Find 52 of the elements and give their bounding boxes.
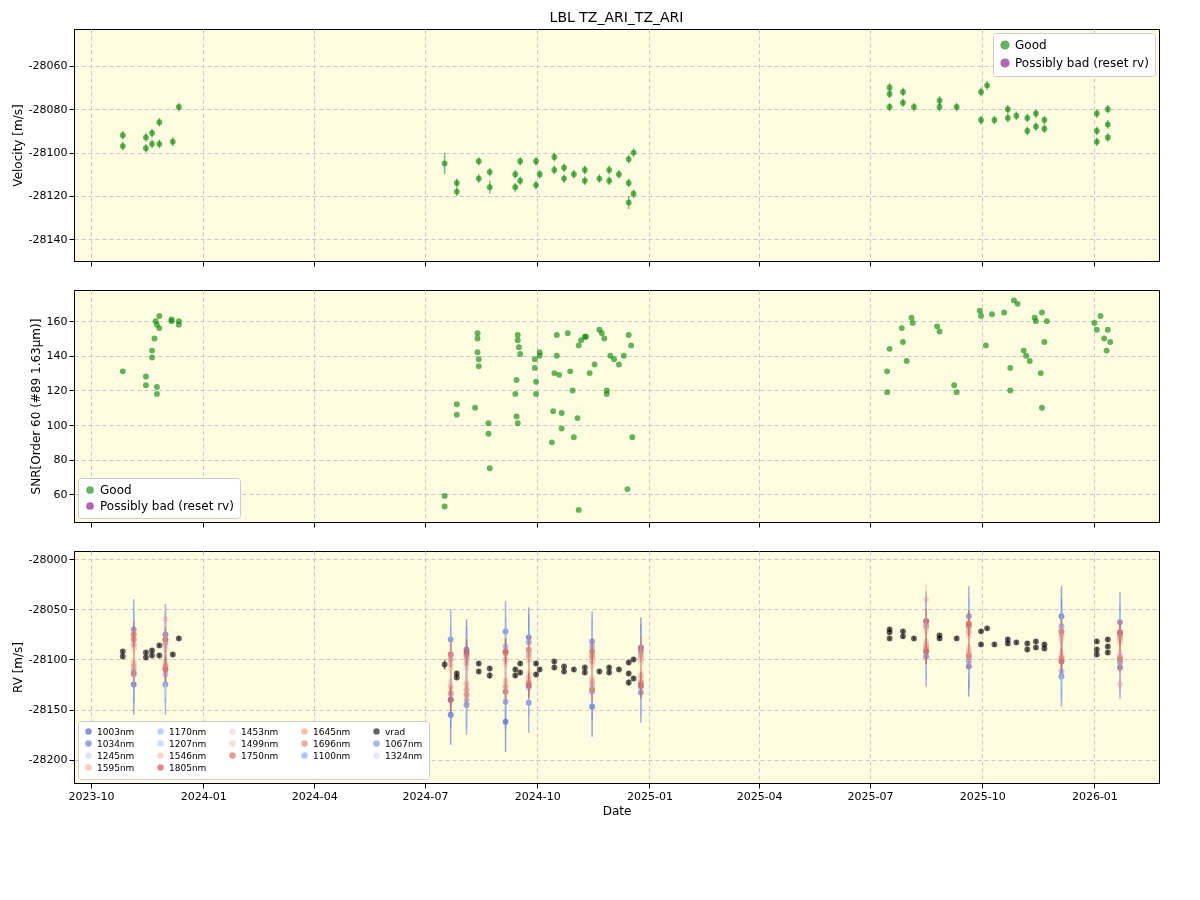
y-tick-label: -28100 bbox=[28, 146, 68, 160]
x-tick-label: 2025-10 bbox=[959, 789, 1006, 803]
x-tick-label: 2025-04 bbox=[736, 789, 783, 803]
y-tick-label: -28200 bbox=[28, 753, 68, 767]
chart-title: LBL TZ_ARI_TZ_ARI bbox=[549, 9, 684, 25]
legend-label: 1750nm bbox=[241, 750, 279, 761]
x-tick-label: 2025-01 bbox=[626, 789, 673, 803]
legend-label: vrad bbox=[385, 726, 406, 737]
legend-label: Good bbox=[100, 483, 132, 497]
y-tick-label: -28150 bbox=[28, 703, 68, 717]
x-axis-title: Date bbox=[602, 803, 632, 818]
legend-label: 1805nm bbox=[169, 762, 207, 773]
x-tick-label: 2026-01 bbox=[1071, 789, 1118, 803]
legend-label: 1453nm bbox=[241, 726, 279, 737]
y-tick-label: 160 bbox=[46, 314, 68, 328]
y-tick-label: -28140 bbox=[28, 232, 68, 246]
legend-label: 1034nm bbox=[97, 738, 135, 749]
legend-label: Good bbox=[1015, 38, 1047, 52]
legend-label: 1324nm bbox=[385, 750, 423, 761]
legend-label: 1696nm bbox=[313, 738, 351, 749]
y-tick-label: -28080 bbox=[28, 102, 68, 116]
y-axis-title: Velocity [m/s] bbox=[10, 104, 25, 187]
y-tick-label: -28100 bbox=[28, 652, 68, 666]
y-tick-label: 100 bbox=[46, 418, 68, 432]
y-tick-label: -28000 bbox=[28, 552, 68, 566]
legend-label: 1245nm bbox=[97, 750, 135, 761]
legend-label: 1003nm bbox=[97, 726, 135, 737]
legend-label: 1170nm bbox=[169, 726, 207, 737]
legend-label: Possibly bad (reset rv) bbox=[1015, 56, 1149, 70]
y-tick-label: -28120 bbox=[28, 189, 68, 203]
legend-label: 1595nm bbox=[97, 762, 135, 773]
y-tick-label: 60 bbox=[53, 487, 68, 501]
y-tick-label: -28050 bbox=[28, 602, 68, 616]
x-tick-label: 2024-10 bbox=[514, 789, 561, 803]
y-tick-label: 140 bbox=[46, 349, 68, 363]
legend-label: 1100nm bbox=[313, 750, 351, 761]
legend-label: 1546nm bbox=[169, 750, 207, 761]
x-tick-label: 2024-01 bbox=[180, 789, 227, 803]
y-axis-title: SNR[Order 60 (#89 1.63μm)] bbox=[28, 318, 43, 495]
x-tick-label: 2024-04 bbox=[291, 789, 338, 803]
x-tick-label: 2025-07 bbox=[847, 789, 894, 803]
x-tick-label: 2024-07 bbox=[402, 789, 449, 803]
legend-label: Possibly bad (reset rv) bbox=[100, 499, 234, 513]
legend-label: 1067nm bbox=[385, 738, 423, 749]
legend-label: 1645nm bbox=[313, 726, 351, 737]
y-axis-title: RV [m/s] bbox=[10, 641, 25, 694]
legend-label: 1499nm bbox=[241, 738, 279, 749]
y-tick-label: 120 bbox=[46, 383, 68, 397]
y-tick-label: 80 bbox=[53, 453, 68, 467]
x-tick-label: 2023-10 bbox=[68, 789, 115, 803]
legend-label: 1207nm bbox=[169, 738, 207, 749]
y-tick-label: -28060 bbox=[28, 59, 68, 73]
